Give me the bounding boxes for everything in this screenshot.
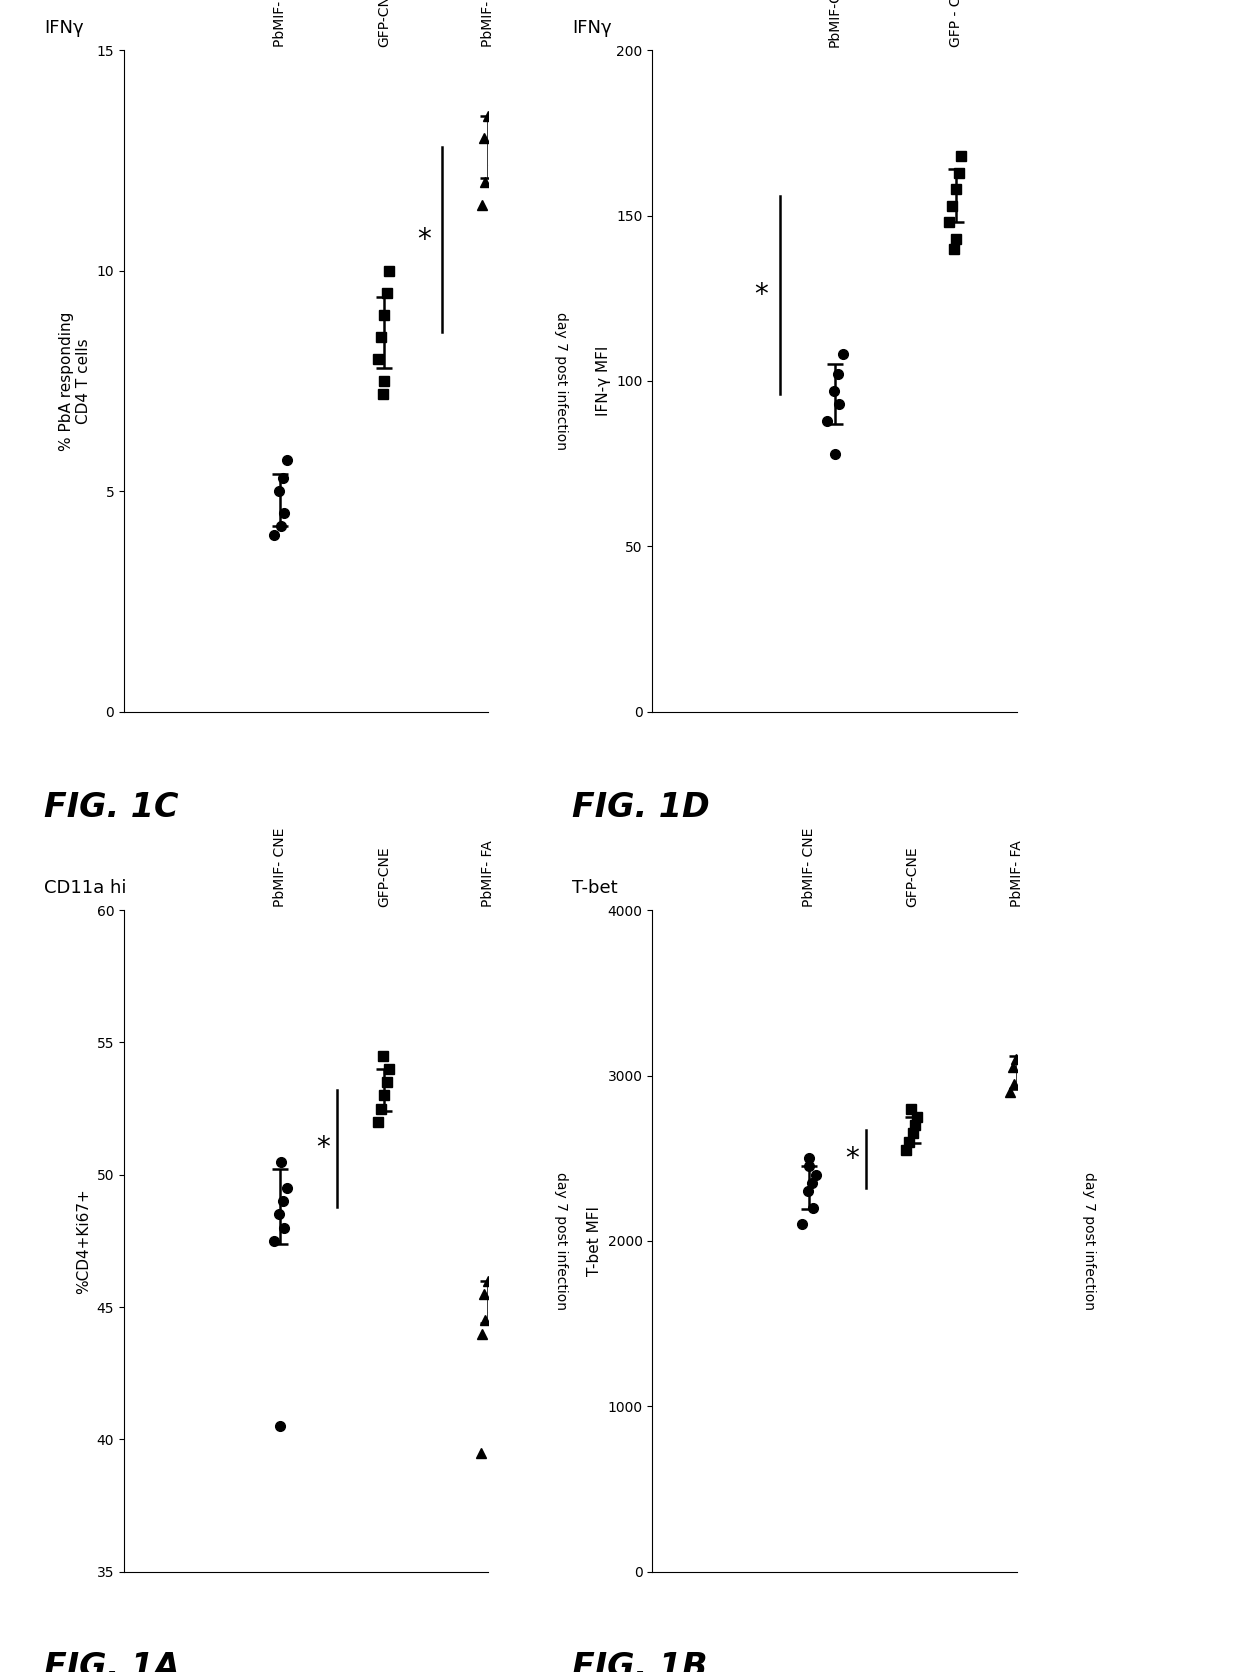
Text: IFNγ: IFNγ: [43, 18, 83, 37]
Text: FIG. 1C: FIG. 1C: [43, 791, 179, 824]
Text: IFNγ: IFNγ: [572, 18, 611, 37]
Text: *: *: [418, 226, 432, 254]
Y-axis label: IFN-γ MFI: IFN-γ MFI: [595, 346, 611, 416]
Y-axis label: % PbA responding
CD4 T cells: % PbA responding CD4 T cells: [58, 311, 91, 451]
Y-axis label: T-bet MFI: T-bet MFI: [587, 1206, 601, 1276]
Text: *: *: [316, 1134, 330, 1162]
Text: day 7 post infection: day 7 post infection: [554, 313, 568, 450]
Text: CD11a hi: CD11a hi: [43, 879, 126, 896]
Text: T-bet: T-bet: [572, 879, 618, 896]
Text: day 7 post infection: day 7 post infection: [1083, 1172, 1096, 1309]
Text: day 7 post infection: day 7 post infection: [554, 1172, 568, 1309]
Y-axis label: %CD4+Ki67+: %CD4+Ki67+: [76, 1189, 91, 1294]
Text: FIG. 1D: FIG. 1D: [572, 791, 711, 824]
Text: FIG. 1A: FIG. 1A: [43, 1650, 180, 1672]
Text: *: *: [844, 1145, 858, 1174]
Text: FIG. 1B: FIG. 1B: [572, 1650, 708, 1672]
Text: *: *: [754, 281, 768, 309]
